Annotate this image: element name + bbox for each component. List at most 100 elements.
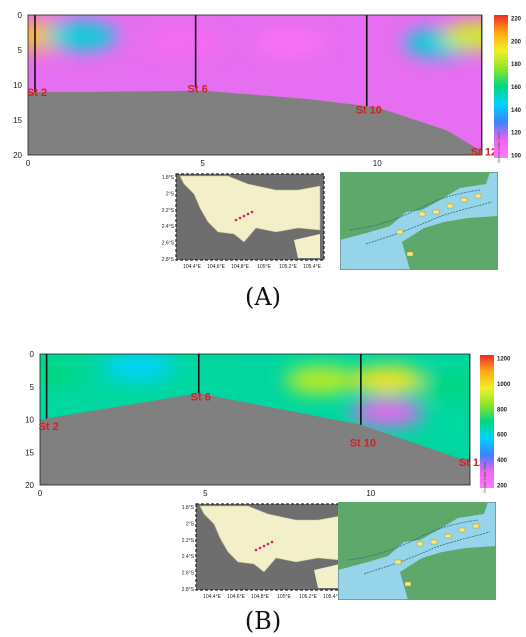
colorbar-tick-label: 600 <box>497 433 508 439</box>
colorbar-tick-label: 100 <box>511 154 522 160</box>
value-blob <box>351 366 424 395</box>
lat-tick-label: 2.8°S <box>182 587 195 593</box>
station-marker <box>430 539 438 545</box>
inset-map-right-a <box>339 171 499 271</box>
station-marker <box>446 203 454 209</box>
station-marker <box>406 251 414 257</box>
colorbar-tick-label: 400 <box>497 458 508 464</box>
station-label: St 12 <box>459 457 485 469</box>
land-mass <box>179 175 321 243</box>
lon-tick-label: 105°E <box>277 594 291 600</box>
x-tick-label: 10 <box>366 489 375 498</box>
seabed <box>40 393 470 485</box>
land-north <box>340 172 490 240</box>
y-tick-label: 15 <box>25 448 34 457</box>
value-blob <box>442 22 482 50</box>
odv-watermark: Ocean Data View <box>482 462 487 493</box>
x-tick-label: 0 <box>38 489 43 498</box>
station-label: St 2 <box>27 87 47 99</box>
y-tick-label: 20 <box>13 151 22 160</box>
station-dot <box>234 218 238 222</box>
lon-tick-label: 105.4°E <box>303 264 322 270</box>
y-tick-label: 5 <box>18 46 23 55</box>
x-tick-label: 0 <box>26 159 31 168</box>
plot-frame <box>39 353 471 486</box>
station-dot <box>254 548 258 552</box>
station-label: St 2 <box>39 421 59 433</box>
colorbar-tick-label: 1000 <box>497 382 511 388</box>
lat-tick-label: 2°S <box>186 521 195 527</box>
lat-tick-label: 2°S <box>166 191 175 197</box>
y-tick-label: 10 <box>13 81 22 90</box>
lon-tick-label: 105°E <box>257 264 271 270</box>
station-label: St 10 <box>350 437 376 449</box>
lat-tick-label: 2.4°S <box>162 224 175 230</box>
colorbar-tick-label: 160 <box>511 85 522 91</box>
station-label: St 6 <box>188 84 208 96</box>
lon-tick-label: 104.8°E <box>251 594 270 600</box>
inset-map-left-b: 1.8°S 2°S 2.2°S 2.4°S 2.6°S 2.8°S 104.4°E 104.6… <box>168 500 350 606</box>
colorbar-tick-label: 220 <box>511 17 522 23</box>
lat-tick-label: 1.8°S <box>182 505 195 511</box>
land-mass <box>294 234 320 258</box>
colorbar-tick-label: 120 <box>511 131 522 137</box>
route-line <box>349 189 481 231</box>
lat-tick-label: 2.2°S <box>162 208 175 214</box>
y-tick-label: 20 <box>25 481 34 490</box>
colorbar-tick-label: 200 <box>511 39 522 45</box>
route-line <box>365 201 493 245</box>
station-marker <box>418 211 426 217</box>
station-marker <box>472 523 480 529</box>
lon-tick-label: 104.8°E <box>231 264 250 270</box>
lon-tick-label: 104.4°E <box>183 264 202 270</box>
odv-watermark: Ocean Data View <box>496 132 501 163</box>
land-mass <box>314 564 340 588</box>
lat-tick-label: 2.8°S <box>162 257 175 263</box>
land-south <box>400 546 496 600</box>
station-marker <box>396 229 404 235</box>
station-dot <box>258 546 262 550</box>
lat-tick-label: 2.6°S <box>162 241 175 247</box>
lon-tick-label: 105.4°E <box>323 594 342 600</box>
inset-map-left-a: 1.8°S 2°S 2.2°S 2.4°S 2.6°S 2.8°S 104.4°E 104.6… <box>148 170 330 276</box>
y-tick-label: 0 <box>18 11 23 20</box>
station-marker <box>416 541 424 547</box>
station-marker <box>404 581 412 587</box>
value-blob <box>417 372 470 401</box>
station-label: St 6 <box>191 392 211 404</box>
land-north <box>338 502 488 570</box>
station-label: St 10 <box>356 105 382 117</box>
lon-tick-label: 104.4°E <box>203 594 222 600</box>
y-tick-label: 5 <box>30 383 35 392</box>
lat-tick-label: 2.6°S <box>182 571 195 577</box>
station-dot <box>266 542 270 546</box>
station-marker <box>432 209 440 215</box>
value-blob <box>103 354 176 382</box>
value-blob <box>351 398 424 427</box>
station-dot <box>250 210 254 214</box>
colorbar-tick-label: 180 <box>511 62 522 68</box>
colorbar-tick-label: 140 <box>511 108 522 114</box>
lon-tick-label: 104.6°E <box>227 594 246 600</box>
plot-frame <box>27 14 483 156</box>
station-label: St 12 <box>471 147 497 159</box>
value-blob <box>285 366 358 395</box>
station-marker <box>394 559 402 565</box>
lat-tick-label: 2.4°S <box>182 554 195 560</box>
station-dot <box>242 214 246 218</box>
station-dot <box>270 540 274 544</box>
y-tick-label: 0 <box>30 350 35 359</box>
land-mass <box>199 505 341 573</box>
value-blob <box>44 22 117 50</box>
panel-label-b: (B) <box>244 607 282 635</box>
y-tick-label: 15 <box>13 116 22 125</box>
value-blob <box>149 29 222 57</box>
value-blob <box>253 29 326 57</box>
station-marker <box>444 533 452 539</box>
x-tick-label: 5 <box>200 159 205 168</box>
lat-tick-label: 2.2°S <box>182 538 195 544</box>
station-marker <box>460 197 468 203</box>
x-tick-label: 5 <box>203 489 208 498</box>
